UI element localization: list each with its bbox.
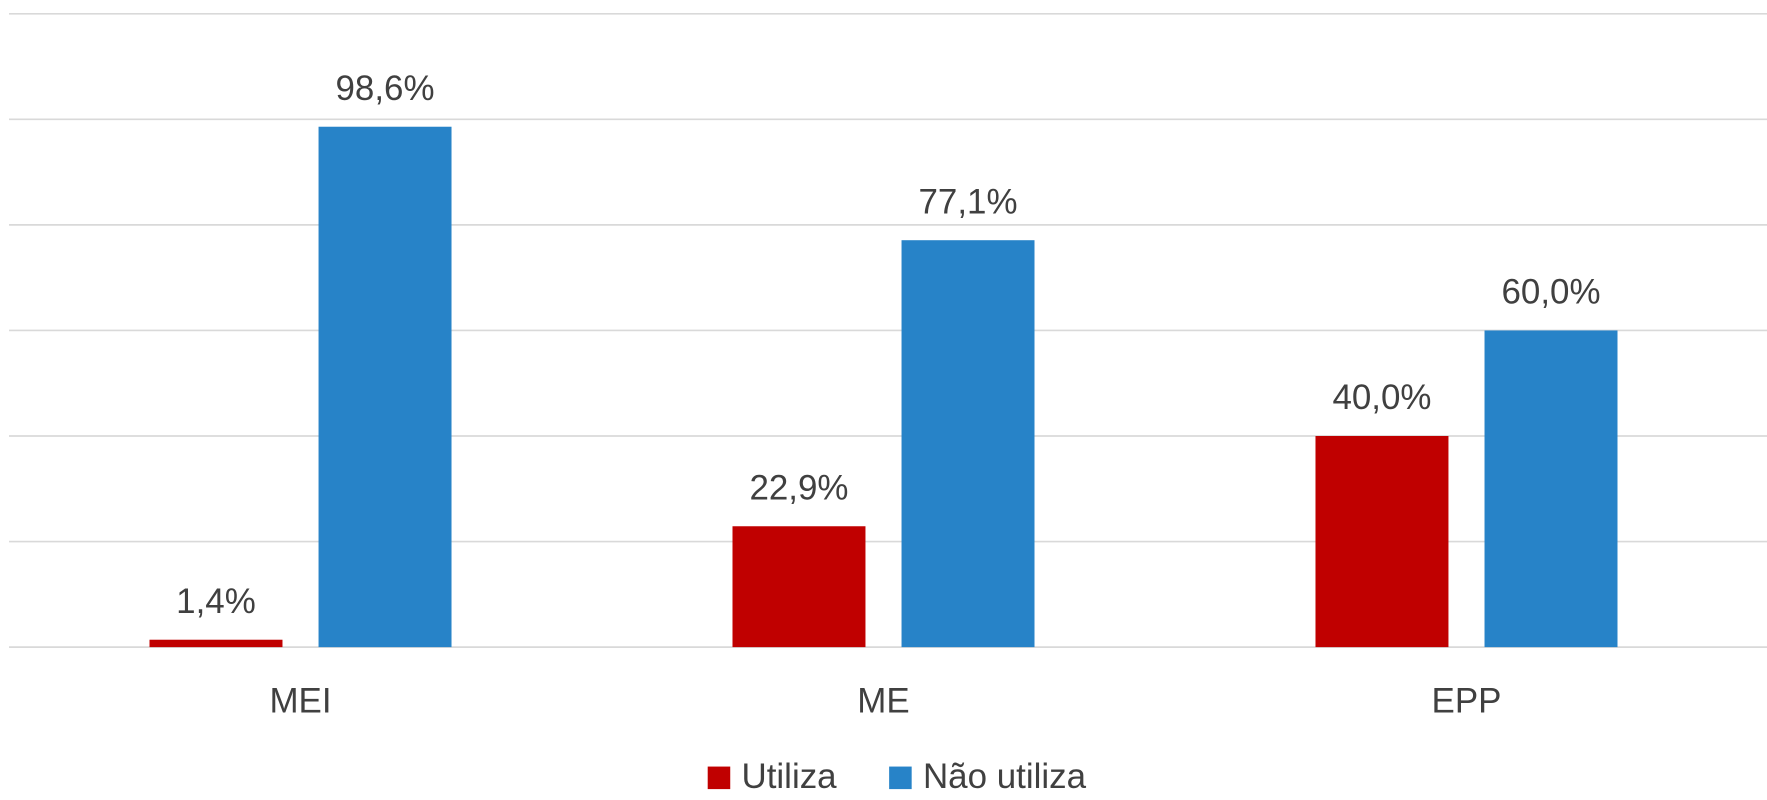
x-tick-label: ME	[857, 682, 909, 721]
x-tick-label: EPP	[1432, 682, 1502, 721]
grid	[9, 12, 1767, 648]
bar	[732, 526, 866, 648]
legend-label: Utiliza	[742, 757, 838, 795]
plot	[149, 126, 1618, 648]
data-label: 40,0%	[1332, 378, 1431, 417]
legend-swatch	[707, 766, 731, 790]
data-label: 60,0%	[1501, 273, 1600, 312]
bar	[901, 240, 1035, 648]
x-tick-label: MEI	[269, 682, 331, 721]
data-label: 1,4%	[176, 582, 256, 621]
data-label: 98,6%	[336, 69, 435, 108]
bar	[1484, 330, 1618, 648]
data-label: 22,9%	[749, 468, 848, 507]
data-label: 77,1%	[919, 182, 1018, 221]
legend-label: Não utiliza	[923, 757, 1087, 795]
bar	[1315, 436, 1449, 648]
bar	[149, 639, 283, 648]
legend-swatch	[889, 766, 912, 790]
bar	[318, 126, 452, 648]
